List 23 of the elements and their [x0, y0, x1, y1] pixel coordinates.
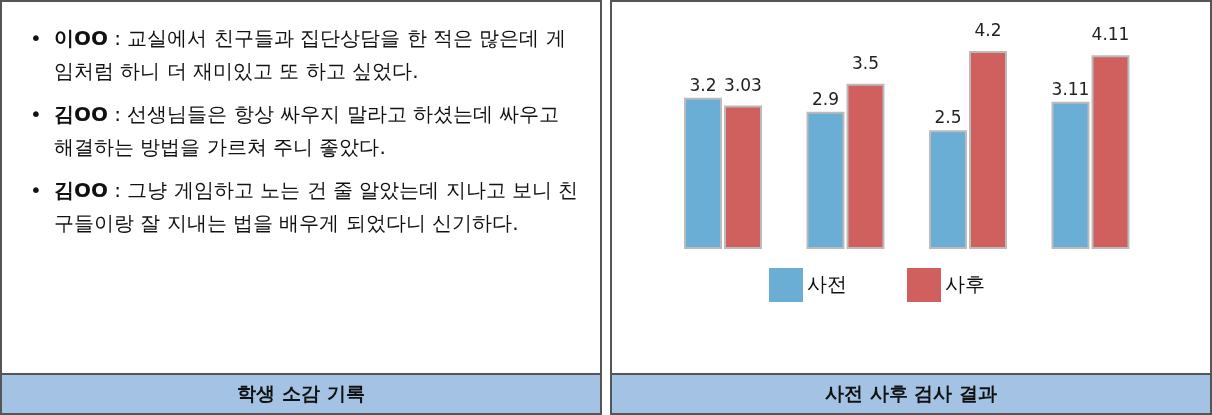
- legend-label: 사전: [807, 271, 847, 296]
- data-label: 2.5: [934, 107, 962, 128]
- text: • 김OO : 선생님들은 항상 싸우지 말라고 하셨는데 싸우고 해결하는 방법을 가르쳐 주니 좋았다.: [30, 101, 561, 161]
- data-label: 4.11: [1091, 24, 1130, 45]
- data-label: 3.2: [689, 74, 717, 95]
- bar: [684, 97, 722, 249]
- text: • 김OO : 그냥 게임하고 노는 건 줄 알았는데 지나고 보니 친구들이랑 잘 지내는 법을 배우게 되었다니 신기하다.: [30, 177, 580, 237]
- bar: [1091, 55, 1130, 249]
- data-label: 2.9: [811, 88, 840, 109]
- bar: [969, 51, 1007, 249]
- data-label: 3.03: [724, 74, 762, 95]
- text: 학생 소감 기록: [2, 373, 600, 413]
- bar: [846, 83, 885, 249]
- bar: [806, 111, 845, 249]
- bar: [1051, 101, 1090, 249]
- data-label: 3.5: [851, 52, 880, 73]
- text: 사전 사후 검사 결과: [612, 373, 1210, 413]
- bar: [929, 130, 967, 249]
- legend-label: 사후: [945, 271, 985, 296]
- data-label: 4.2: [974, 20, 1002, 40]
- text: • 이OO : 교실에서 친구들과 집단상담을 한 적은 많은데 게임처럼 하니 더 재미있고 또 하고 싶었다.: [30, 25, 567, 85]
- data-label: 3.11: [1051, 78, 1090, 99]
- bar: [724, 105, 762, 249]
